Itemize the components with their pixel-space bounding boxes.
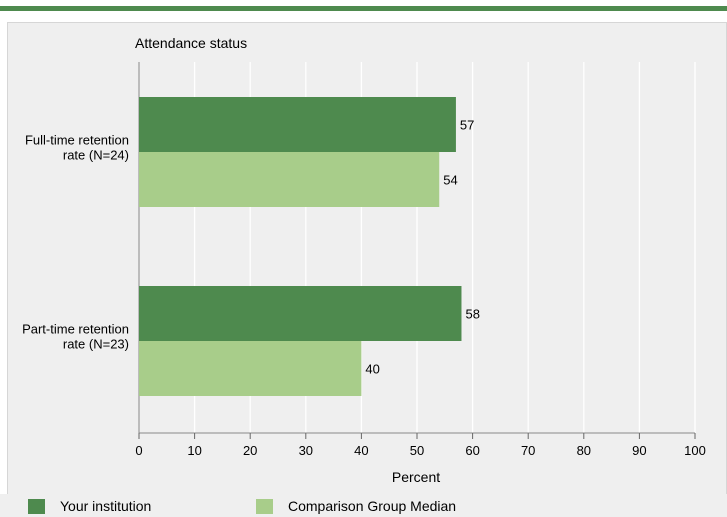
- category-label: Full-time retention: [25, 133, 129, 148]
- category-label: Part-time retention: [22, 322, 129, 337]
- legend-label: Your institution: [60, 498, 152, 514]
- x-tick-label: 100: [684, 443, 706, 458]
- x-tick-label: 10: [187, 443, 201, 458]
- bar: [139, 152, 440, 207]
- x-axis-label: Percent: [392, 469, 440, 485]
- data-label: 40: [365, 362, 379, 377]
- bar: [139, 97, 456, 152]
- x-axis-ticks: 0 10 20 30 40 50 60 70 80 90 100: [135, 433, 706, 458]
- x-tick-label: 0: [135, 443, 142, 458]
- x-tick-label: 80: [577, 443, 591, 458]
- data-label: 54: [443, 173, 457, 188]
- data-label: 57: [460, 118, 474, 133]
- data-label: 58: [465, 307, 479, 322]
- legend-swatch: [256, 498, 273, 514]
- legend-swatch: [28, 498, 45, 514]
- x-tick-label: 70: [521, 443, 535, 458]
- chart-legend: Your institution Comparison Group Median: [0, 494, 727, 517]
- legend-item-comparison-group-median: Comparison Group Median: [256, 498, 456, 514]
- category-label: rate (N=23): [63, 337, 129, 352]
- bar: [139, 286, 462, 341]
- category-label: rate (N=24): [63, 148, 129, 163]
- header-accent-bar: [0, 6, 727, 11]
- x-tick-label: 50: [410, 443, 424, 458]
- legend-label: Comparison Group Median: [288, 498, 457, 514]
- legend-item-your-institution: Your institution: [28, 498, 151, 514]
- x-tick-label: 30: [299, 443, 313, 458]
- chart-title: Attendance status: [135, 35, 247, 51]
- chart-bars: 57 54 58 40: [139, 97, 480, 396]
- x-tick-label: 90: [632, 443, 646, 458]
- x-tick-label: 40: [354, 443, 368, 458]
- bar-chart: Attendance status 57 54 58 40 Full-time ret…: [22, 35, 706, 485]
- x-tick-label: 20: [243, 443, 257, 458]
- bar: [139, 341, 362, 396]
- x-tick-label: 60: [465, 443, 479, 458]
